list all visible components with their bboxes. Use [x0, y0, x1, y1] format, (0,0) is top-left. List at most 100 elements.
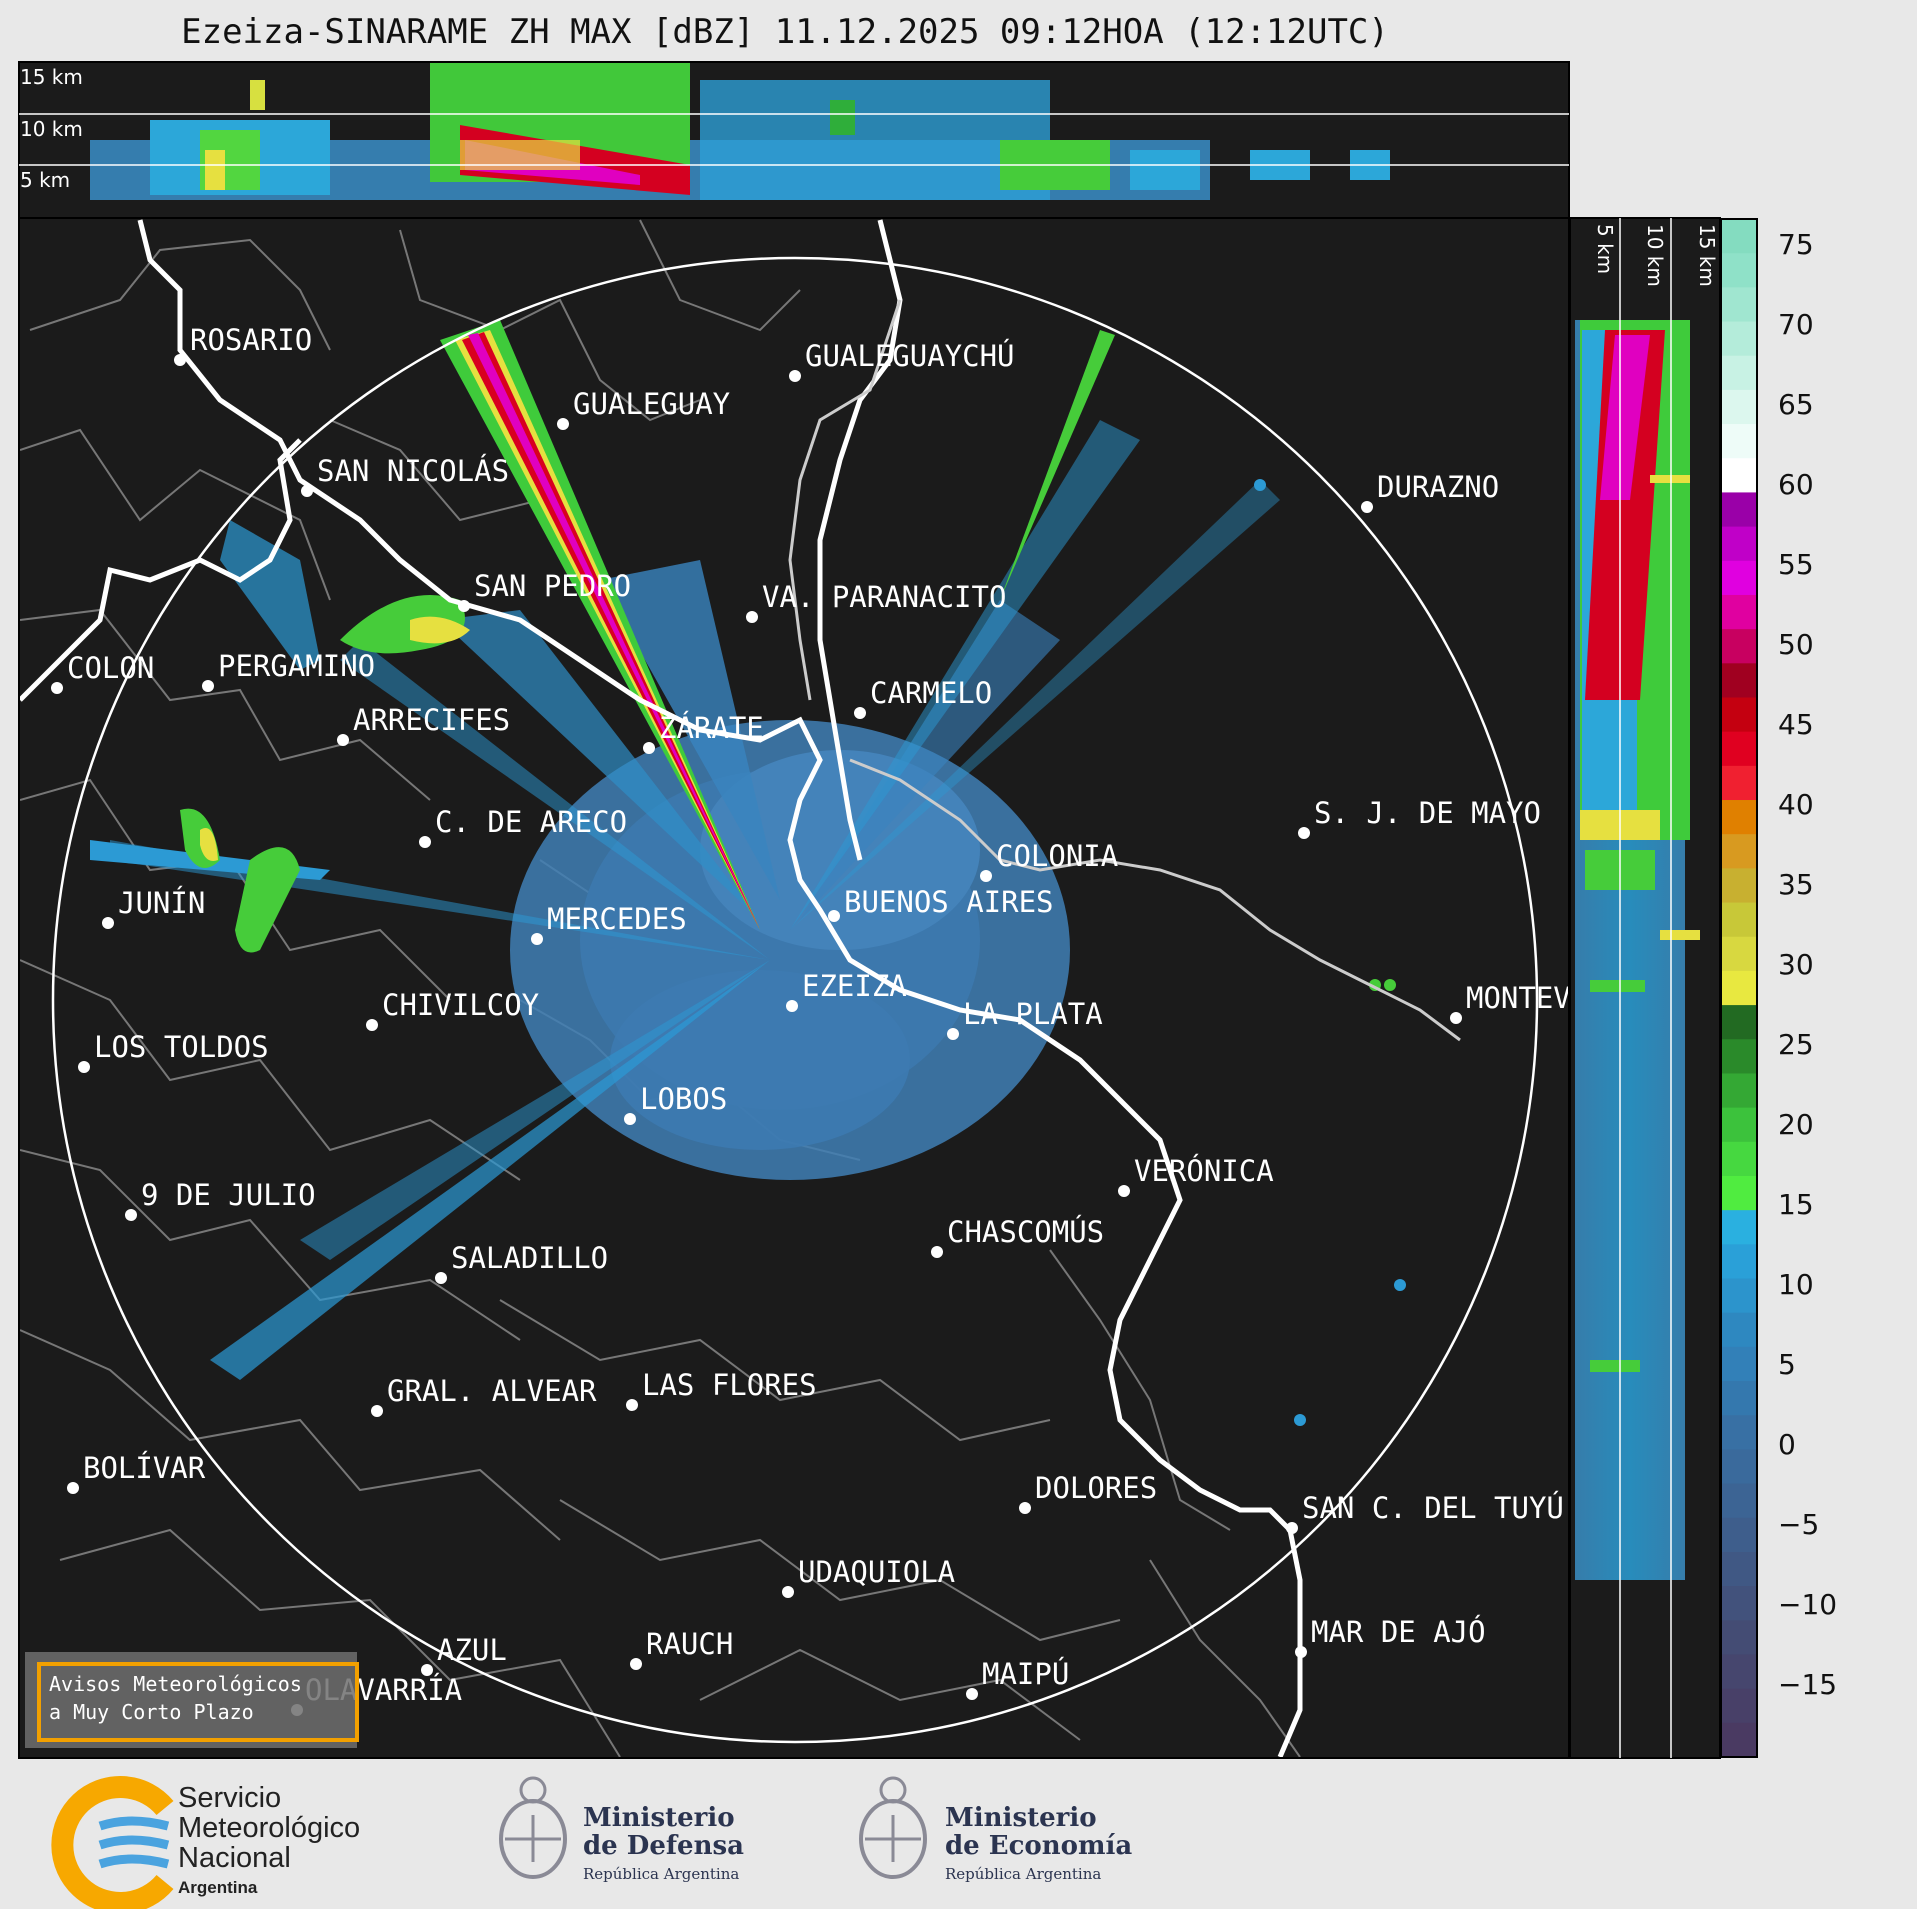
warning-line-2: a Muy Corto Plazo [49, 1700, 254, 1724]
place-dot-zarate [643, 742, 655, 754]
place-dot-c-de-areco [419, 836, 431, 848]
colorbar-swatch [1721, 1073, 1757, 1109]
place-label-veronica: VERÓNICA [1134, 1154, 1274, 1188]
place-dot-maipu [966, 1688, 978, 1700]
defensa-coat-of-arms-icon [499, 1776, 567, 1879]
colorbar-swatch [1721, 389, 1757, 425]
place-label-carmelo: CARMELO [870, 676, 992, 710]
place-label-chivilcoy: CHIVILCOY [382, 988, 539, 1022]
place-label-junin: JUNÍN [118, 886, 205, 920]
colorbar-swatch [1721, 629, 1757, 664]
place-label-ezeiza: EZEIZA [802, 969, 907, 1003]
side-alt-label-15: 15 km [1695, 224, 1719, 287]
colorbar-swatch [1721, 1244, 1757, 1280]
place-label-los-toldos: LOS TOLDOS [94, 1030, 269, 1064]
colorbar-swatch [1721, 321, 1757, 357]
place-label-montevideo: MONTEV [1466, 981, 1571, 1015]
place-dot-rosario [174, 354, 186, 366]
colorbar-tick-40: 40 [1778, 788, 1814, 821]
place-dot-mar-de-ajo [1295, 1646, 1307, 1658]
colorbar-swatch [1721, 1551, 1757, 1587]
place-label-la-plata: LA PLATA [963, 997, 1103, 1031]
place-dot-ezeiza [786, 1000, 798, 1012]
place-label-lobos: LOBOS [640, 1082, 727, 1116]
place-dot-chivilcoy [366, 1019, 378, 1031]
colorbar-swatch [1721, 355, 1757, 391]
place-label-durazno: DURAZNO [1377, 470, 1499, 504]
colorbar-swatch [1721, 424, 1757, 459]
colorbar-tick-15: 15 [1778, 1188, 1814, 1221]
colorbar-swatch [1721, 526, 1757, 562]
colorbar-swatch [1721, 1449, 1757, 1485]
colorbar-tick-20: 20 [1778, 1108, 1814, 1141]
place-dot-durazno [1361, 501, 1373, 513]
warning-line-1: Avisos Meteorológicos [49, 1672, 302, 1696]
colorbar-swatch [1721, 663, 1757, 698]
colorbar-swatch [1721, 1039, 1757, 1074]
colorbar-tick-10: 10 [1778, 1268, 1814, 1301]
top-section-echoes [90, 63, 1390, 200]
economia-logo-text: Ministerio de Economía República Argenti… [945, 1804, 1132, 1888]
side-alt-label-10: 10 km [1643, 224, 1667, 287]
place-label-colon: COLON [67, 651, 154, 685]
place-dot-rauch [630, 1658, 642, 1670]
colorbar-swatch [1721, 594, 1757, 630]
top-alt-label-10: 10 km [20, 117, 83, 141]
smn-line-1: Servicio [178, 1782, 282, 1814]
colorbar-swatch [1721, 219, 1757, 254]
place-dot-bolivar [67, 1482, 79, 1494]
place-dot-buenos-aires [828, 910, 840, 922]
defensa-logo-text: Ministerio de Defensa República Argentin… [583, 1804, 744, 1888]
colorbar [1721, 219, 1757, 1758]
colorbar-tick-25: 25 [1778, 1028, 1814, 1061]
place-dot-chascomus [931, 1246, 943, 1258]
place-dot-san-pedro [458, 600, 470, 612]
colorbar-tick-55: 55 [1778, 548, 1814, 581]
place-dot-s-j-de-mayo [1298, 827, 1310, 839]
colorbar-swatch [1721, 458, 1757, 493]
place-dot-gral-alvear [371, 1405, 383, 1417]
colorbar-swatch [1721, 1210, 1757, 1245]
place-label-las-flores: LAS FLORES [642, 1368, 817, 1402]
colorbar-tick-0: 0 [1778, 1428, 1796, 1461]
colorbar-swatch [1721, 1107, 1757, 1143]
place-dot-colon [51, 682, 63, 694]
place-label-dolores: DOLORES [1035, 1471, 1157, 1505]
colorbar-tick-30: 30 [1778, 948, 1814, 981]
colorbar-tick-minus15: −15 [1778, 1668, 1837, 1701]
colorbar-tick-35: 35 [1778, 868, 1814, 901]
colorbar-swatch [1721, 731, 1757, 767]
place-label-udaquiola: UDAQUIOLA [798, 1555, 955, 1589]
place-label-pergamino: PERGAMINO [218, 649, 375, 683]
side-alt-label-5: 5 km [1593, 224, 1617, 274]
colorbar-swatch [1721, 868, 1757, 904]
colorbar-swatch [1721, 1654, 1757, 1690]
place-label-bolivar: BOLÍVAR [83, 1451, 206, 1485]
economia-line-1: Ministerio [945, 1803, 1097, 1833]
colorbar-swatch [1721, 1517, 1757, 1553]
place-label-mar-de-ajo: MAR DE AJÓ [1311, 1615, 1486, 1649]
place-label-va-paranacito: VA. PARANACITO [762, 580, 1006, 614]
place-label-zarate: ZÁRATE [659, 711, 764, 745]
warning-badge: Avisos Meteorológicos a Muy Corto Plazo [25, 1652, 359, 1748]
defensa-line-2: de Defensa [583, 1831, 744, 1861]
smn-logo-icon [51, 1776, 174, 1909]
place-dot-gualeguay [557, 418, 569, 430]
place-label-rauch: RAUCH [646, 1627, 733, 1661]
colorbar-tick-50: 50 [1778, 628, 1814, 661]
colorbar-swatch [1721, 1346, 1757, 1382]
place-label-buenos-aires: BUENOS AIRES [844, 885, 1054, 919]
place-dot-dolores [1019, 1502, 1031, 1514]
colorbar-swatch [1721, 800, 1757, 835]
place-dot-9-de-julio [125, 1209, 137, 1221]
colorbar-tick-75: 75 [1778, 228, 1814, 261]
place-label-san-nicolas: SAN NICOLÁS [317, 454, 509, 488]
colorbar-swatch [1721, 1141, 1757, 1177]
colorbar-swatch [1721, 1722, 1757, 1758]
place-dot-arrecifes [337, 734, 349, 746]
colorbar-frame [1720, 218, 1758, 1758]
place-dot-san-nicolas [301, 485, 313, 497]
colorbar-swatch [1721, 936, 1757, 972]
colorbar-swatch [1721, 1688, 1757, 1724]
